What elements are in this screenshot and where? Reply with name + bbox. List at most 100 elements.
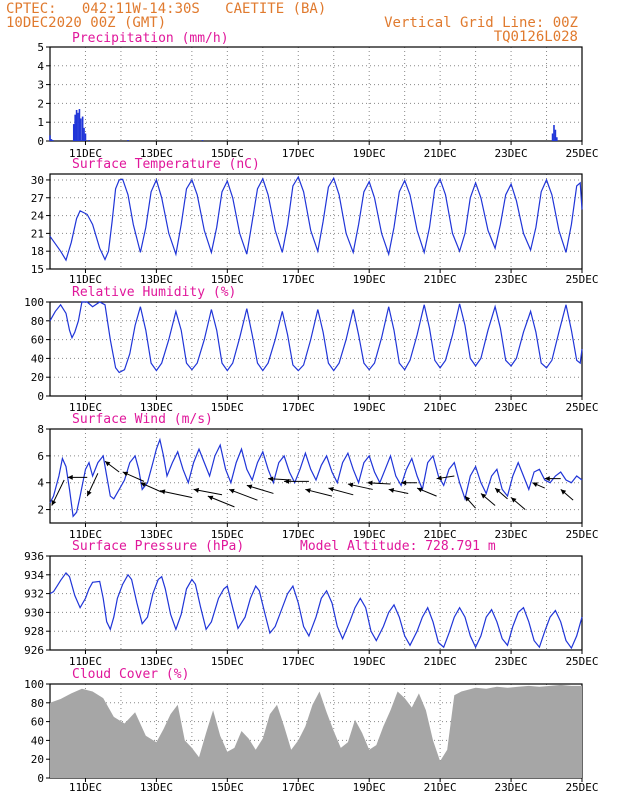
panel-cloud: 0 20 40 60 80 100 11DEC 13DEC 15DEC 17DEC 19DEC 21D…: [24, 667, 598, 794]
x-tick-label: 11DEC: [69, 273, 102, 286]
precip-bar: [77, 112, 79, 141]
x-tick-label: 21DEC: [424, 655, 457, 668]
y-tick-label: 936: [24, 550, 44, 563]
x-tick-label: 15DEC: [211, 147, 244, 160]
wind-arrow: [159, 489, 192, 498]
wind-arrow-head: [122, 471, 129, 477]
wind-arrow-head: [511, 497, 517, 503]
wind-arrow-head: [246, 484, 253, 490]
plot-frame: [49, 46, 583, 142]
precip-bar: [81, 116, 84, 141]
x-tick-label: 19DEC: [353, 528, 386, 541]
wind-arrow-head: [229, 488, 235, 494]
x-tick-label: 15DEC: [211, 273, 244, 286]
y-tick-label: 0: [37, 390, 44, 403]
rh-line: [49, 301, 583, 374]
wind-arrow: [228, 488, 258, 501]
wind-arrow: [284, 478, 309, 484]
wind-arrow: [544, 476, 561, 482]
plot-frame: [49, 428, 583, 524]
wind-arrow-head: [87, 490, 92, 497]
x-tick-label: 19DEC: [353, 401, 386, 414]
grid-line-note: Vertical Grid Line: 00Z: [384, 15, 578, 31]
y-tick-label: 6: [37, 450, 44, 463]
wind-arrow-head: [367, 480, 373, 486]
wind-arrow: [494, 487, 508, 500]
precip-bar: [556, 137, 558, 141]
x-tick-label: 17DEC: [282, 655, 315, 668]
precip-bar: [72, 124, 75, 141]
wind-arrow-head: [305, 488, 311, 494]
y-tick-label: 30: [31, 174, 44, 187]
wind-arrow-head: [347, 482, 354, 488]
y-tick-label: 40: [31, 734, 44, 747]
wind-arrow-head: [495, 488, 501, 494]
wind-arrow: [532, 482, 545, 489]
y-tick-label: 4: [37, 477, 44, 490]
wind-arrow: [480, 493, 496, 506]
precip-bar: [83, 127, 85, 141]
panels: 0 1 2 3 4 5 11DEC 13DEC 15DEC 17DEC 19DEC 21DEC 23DE…: [24, 31, 598, 794]
y-tick-label: 80: [31, 697, 44, 710]
wind-arrow-head: [464, 496, 471, 502]
precip-bar: [50, 139, 53, 141]
wind-arrow: [207, 495, 235, 508]
wind-arrow-head: [51, 499, 57, 506]
wind-arrow: [560, 489, 574, 501]
y-tick-label: 100: [24, 296, 44, 309]
y-tick-label: 2: [37, 97, 44, 110]
x-tick-label: 11DEC: [69, 781, 102, 794]
x-tick-label: 11DEC: [69, 401, 102, 414]
x-tick-label: 13DEC: [140, 528, 173, 541]
y-tick-label: 0: [37, 772, 44, 785]
station-info: CPTEC: 042:11W-14:30S CAETITE (BA): [6, 1, 326, 17]
wind-arrow: [140, 482, 162, 493]
y-tick-label: 2: [37, 504, 44, 517]
run-date: 10DEC2020 00Z (GMT): [6, 15, 166, 31]
x-tick-label: 17DEC: [282, 781, 315, 794]
precip-bar: [551, 133, 554, 141]
x-tick-label: 11DEC: [69, 147, 102, 160]
wind-arrow: [193, 487, 223, 496]
x-tick-label: 25DEC: [565, 781, 598, 794]
wind-arrow: [416, 487, 437, 497]
x-tick-label: 23DEC: [495, 401, 528, 414]
y-tick-label: 3: [37, 79, 44, 92]
x-tick-label: 13DEC: [140, 655, 173, 668]
x-tick-label: 21DEC: [424, 781, 457, 794]
precip-bar: [88, 140, 90, 141]
wind-arrow-head: [207, 495, 214, 501]
cloud-cover-area: [50, 684, 582, 778]
wind-arrow: [104, 460, 120, 473]
panel-pres: 926 928 930 932 934 936 11DEC 13DEC 15DEC 17DEC 19…: [24, 539, 598, 668]
x-tick-label: 19DEC: [353, 147, 386, 160]
pres-line: [49, 571, 583, 650]
precip-bar: [553, 125, 555, 141]
precip-bar: [201, 140, 204, 141]
x-tick-label: 17DEC: [282, 273, 315, 286]
y-tick-label: 21: [31, 227, 44, 240]
panel-title: Relative Humidity (%): [72, 285, 236, 300]
y-tick-label: 15: [31, 263, 44, 276]
x-tick-label: 15DEC: [211, 401, 244, 414]
y-tick-label: 24: [31, 210, 45, 223]
wind-line: [49, 437, 583, 518]
y-tick-label: 1: [37, 116, 44, 129]
wind-arrow: [67, 474, 88, 480]
y-tick-label: 20: [31, 753, 44, 766]
wind-arrow-head: [159, 489, 166, 495]
wind-arrow: [436, 475, 455, 481]
precip-bar: [74, 114, 76, 141]
plot-frame: [49, 173, 583, 270]
x-tick-label: 21DEC: [424, 528, 457, 541]
precip-bar: [75, 109, 78, 141]
x-tick-label: 23DEC: [495, 655, 528, 668]
y-tick-label: 930: [24, 606, 44, 619]
precip-bar: [127, 140, 129, 141]
y-tick-label: 40: [31, 352, 44, 365]
x-tick-label: 11DEC: [69, 655, 102, 668]
x-tick-label: 21DEC: [424, 147, 457, 160]
y-tick-label: 4: [37, 60, 44, 73]
x-tick-label: 17DEC: [282, 401, 315, 414]
